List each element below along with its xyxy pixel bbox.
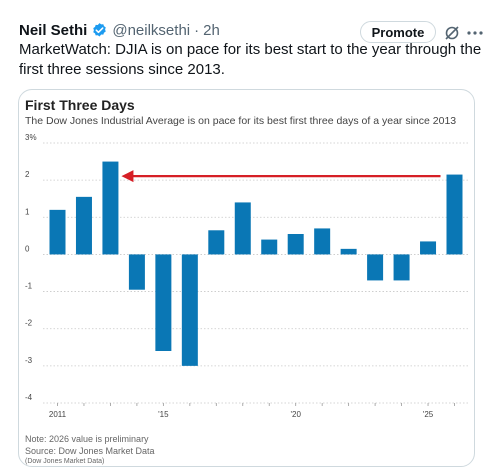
bar <box>208 230 225 255</box>
separator-dot: · <box>194 21 200 39</box>
more-icon[interactable] <box>466 24 484 42</box>
bar <box>155 254 172 351</box>
y-tick-label: -3 <box>25 356 33 365</box>
bar <box>261 239 278 255</box>
promote-button[interactable]: Promote <box>360 21 436 43</box>
y-tick-label: -4 <box>25 393 33 402</box>
grok-icon[interactable] <box>444 25 460 41</box>
bar <box>446 174 463 255</box>
chart-note: Note: 2026 value is preliminary <box>25 434 149 444</box>
bar <box>314 228 331 255</box>
chart-title: First Three Days <box>25 97 135 113</box>
annotation-arrow-head <box>121 170 134 183</box>
timestamp[interactable]: 2h <box>203 21 220 39</box>
chart-source: Source: Dow Jones Market Data <box>25 446 155 456</box>
bar <box>420 241 437 255</box>
author-name[interactable]: Neil Sethi <box>19 21 88 39</box>
chart-credit: (Dow Jones Market Data) <box>25 458 105 465</box>
y-tick-label: -1 <box>25 282 33 291</box>
chart-card[interactable]: First Three Days The Dow Jones Industria… <box>18 89 475 467</box>
bar <box>49 209 66 255</box>
verified-badge-icon <box>93 22 107 37</box>
tweet-header: Neil Sethi @neilksethi · 2h <box>19 20 220 40</box>
x-tick-label: '20 <box>290 410 301 419</box>
x-tick-label: '15 <box>158 410 169 419</box>
bar <box>234 202 251 255</box>
chart-subtitle: The Dow Jones Industrial Average is on p… <box>25 115 457 127</box>
bar <box>181 254 198 366</box>
y-tick-label: 1 <box>25 207 30 216</box>
y-tick-label: 0 <box>25 244 30 253</box>
x-tick-label: 2011 <box>49 410 67 419</box>
bar <box>367 254 384 281</box>
x-tick-label: '25 <box>423 410 434 419</box>
bar <box>102 161 119 255</box>
bar <box>287 234 304 255</box>
bar-chart: 3% 2 1 0 -1 -2 -3 -4 2011 '15 '20 '25 <box>25 133 469 419</box>
bar <box>75 196 92 255</box>
bar <box>393 254 410 281</box>
y-tick-label: -2 <box>25 319 33 328</box>
bar <box>128 254 145 290</box>
author-handle[interactable]: @neilksethi <box>112 21 191 39</box>
bar <box>340 248 357 255</box>
tweet-text: MarketWatch: DJIA is on pace for its bes… <box>19 41 482 78</box>
y-tick-label: 2 <box>25 170 30 179</box>
y-tick-label: 3% <box>25 133 37 142</box>
